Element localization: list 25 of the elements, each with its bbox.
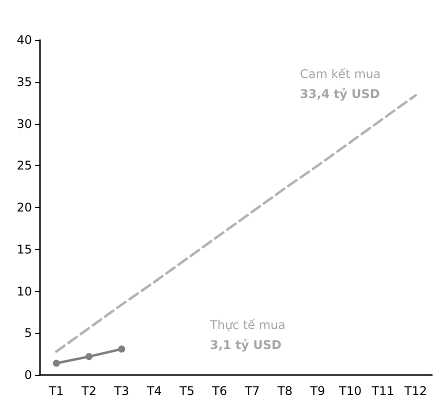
x-tick-label: T7 (244, 384, 260, 398)
y-tick-label: 30 (16, 116, 32, 131)
y-tick-label: 15 (16, 242, 32, 256)
x-tick-label: T3 (113, 384, 130, 398)
y-tick-label: 20 (16, 200, 32, 214)
annotation: 3,1 tỷ USD (210, 338, 282, 352)
annotation: Thực tế mua (208, 318, 286, 332)
annotation: Cam kết mua (300, 67, 381, 81)
x-tick-label: T10 (338, 384, 362, 398)
annotation: 33,4 tỷ USD (300, 87, 380, 101)
y-tick-label: 35 (16, 74, 32, 89)
x-tick-label: T11 (370, 384, 394, 398)
y-tick-label: 40 (16, 33, 32, 47)
y-tick-label: 10 (16, 284, 32, 298)
x-tick-label: T5 (178, 384, 194, 398)
x-tick-label: T1 (48, 384, 64, 398)
y-tick-label: 0 (24, 368, 32, 382)
x-tick-label: T4 (146, 384, 162, 398)
x-tick-label: T9 (309, 384, 326, 398)
y-tick-label: 5 (24, 326, 32, 340)
x-tick-label: T6 (211, 384, 228, 398)
x-tick-label: T2 (80, 384, 96, 398)
x-tick-label: T12 (403, 384, 427, 398)
x-tick-label: T8 (276, 384, 292, 398)
y-tick-label: 25 (16, 158, 32, 173)
